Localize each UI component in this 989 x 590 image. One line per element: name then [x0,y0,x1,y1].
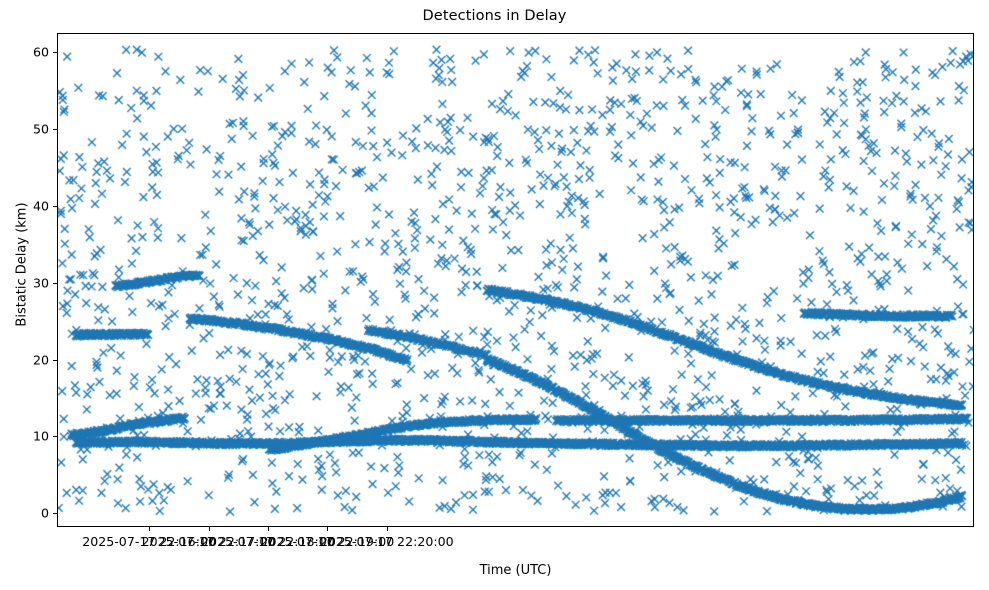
y-tick-mark [53,129,57,131]
scatter-plot-canvas [58,34,973,526]
page-title: Detections in Delay [422,8,567,24]
y-tick-label: 10 [32,428,49,444]
x-axis-label: Time (UTC) [479,563,552,578]
y-axis-tick-labels: 0 10 20 30 40 50 60 [8,0,49,590]
y-tick-label: 60 [32,44,49,60]
y-tick-label: 30 [32,275,49,291]
y-tick-mark [53,52,57,54]
x-tick-mark [386,527,388,531]
y-tick-label: 40 [32,198,49,214]
x-tick-label: 2025-07-17 22:18:00 [201,534,335,549]
y-tick-label: 0 [40,505,49,521]
y-axis-label: Bistatic Delay (km) [14,202,30,327]
y-tick-mark [53,436,57,438]
x-tick-mark [149,527,151,531]
x-tick-label: 2025-07-17 22:16:00 [82,534,216,549]
y-tick-mark [53,359,57,361]
plot-axes [57,33,974,527]
y-tick-mark [53,205,57,207]
y-tick-mark [53,513,57,515]
x-tick-label: 2025-07-17 22:17:00 [141,534,276,549]
x-tick-mark [327,527,329,531]
x-tick-label: 2025-07-17 22:19:00 [260,534,395,549]
y-tick-label: 20 [32,352,49,368]
x-tick-label: 2025-07-17 22:20:00 [319,534,454,549]
y-tick-label: 50 [32,121,49,137]
y-tick-mark [53,282,57,284]
x-tick-mark [208,527,210,531]
x-tick-mark [267,527,270,531]
